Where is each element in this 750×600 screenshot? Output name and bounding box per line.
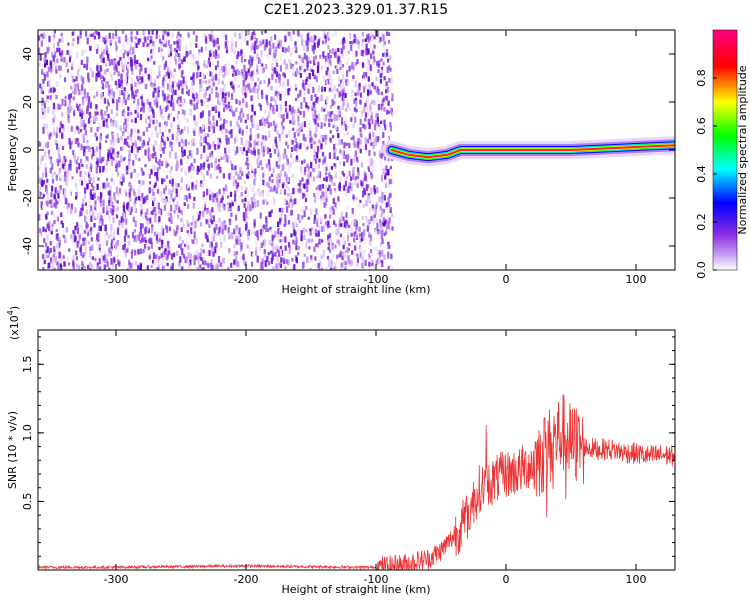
svg-text:(x104): (x104)	[6, 306, 21, 340]
scale-exponent: 4	[6, 310, 15, 315]
top-x-tick-label: -100	[364, 273, 389, 286]
top-y-tick-label: -40	[21, 237, 34, 255]
top-x-axis-label: Height of straight line (km)	[281, 283, 430, 296]
snr-series	[38, 394, 675, 570]
top-y-tick-label: 20	[21, 95, 34, 109]
bottom-y-tick-label: 1.5	[21, 356, 34, 374]
signal-track-layer	[382, 136, 675, 167]
top-x-ticks: -300 -200 -100 0 100	[104, 30, 647, 286]
colorbar-tick-label: 0.2	[695, 213, 708, 231]
bottom-x-tick-label: -200	[234, 573, 259, 586]
figure-title: C2E1.2023.329.01.37.R15	[264, 2, 448, 18]
bottom-y-tick-label: 0.5	[21, 493, 34, 511]
top-x-tick-label: -200	[234, 273, 259, 286]
bottom-x-tick-label: 100	[626, 573, 647, 586]
top-x-tick-label: 0	[503, 273, 510, 286]
colorbar-label: Normalized spectral amplitude	[736, 65, 749, 234]
top-y-tick-label: -20	[21, 189, 34, 207]
bottom-x-ticks: -300 -200 -100 0 100	[104, 330, 647, 586]
top-y-tick-label: 0	[21, 147, 34, 154]
colorbar-tick-label: 0.4	[695, 165, 708, 183]
bottom-y-tick-label: 1.0	[21, 424, 34, 442]
colorbar-tick-label: 0.6	[695, 117, 708, 135]
bottom-x-axis-label: Height of straight line (km)	[281, 583, 430, 596]
scale-prefix: (x10	[8, 315, 21, 340]
bottom-y-axis-label: SNR (10 * v/v)	[6, 411, 19, 489]
top-x-tick-label: -300	[104, 273, 129, 286]
snr-panel: -300 -200 -100 0 100 0.5 1.0 1.5 Height of str…	[6, 306, 676, 596]
top-y-axis-label: Frequency (Hz)	[6, 109, 19, 192]
bottom-x-tick-label: -100	[364, 573, 389, 586]
colorbar-tick-label: 0.0	[695, 261, 708, 279]
bottom-y-ticks: 0.5 1.0 1.5	[21, 336, 675, 557]
signal-track	[390, 144, 675, 159]
y-scale-multiplier: (x104)	[6, 306, 21, 340]
top-y-ticks: -40 -20 0 20 40	[21, 47, 675, 255]
bottom-x-tick-label: 0	[503, 573, 510, 586]
colorbar-ticks: 0.0 0.2 0.4 0.6 0.8	[695, 69, 717, 279]
top-y-tick-label: 40	[21, 47, 34, 61]
colorbar-gradient	[712, 29, 738, 271]
snr-frame	[37, 329, 676, 571]
noise-layer	[38, 30, 394, 270]
colorbar: 0.0 0.2 0.4 0.6 0.8 Normalized spectral ampl…	[695, 29, 749, 279]
scale-suffix: )	[8, 306, 21, 310]
top-x-tick-label: 100	[626, 273, 647, 286]
snr-line	[38, 394, 675, 570]
colorbar-tick-label: 0.8	[695, 69, 708, 87]
bottom-x-tick-label: -300	[104, 573, 129, 586]
